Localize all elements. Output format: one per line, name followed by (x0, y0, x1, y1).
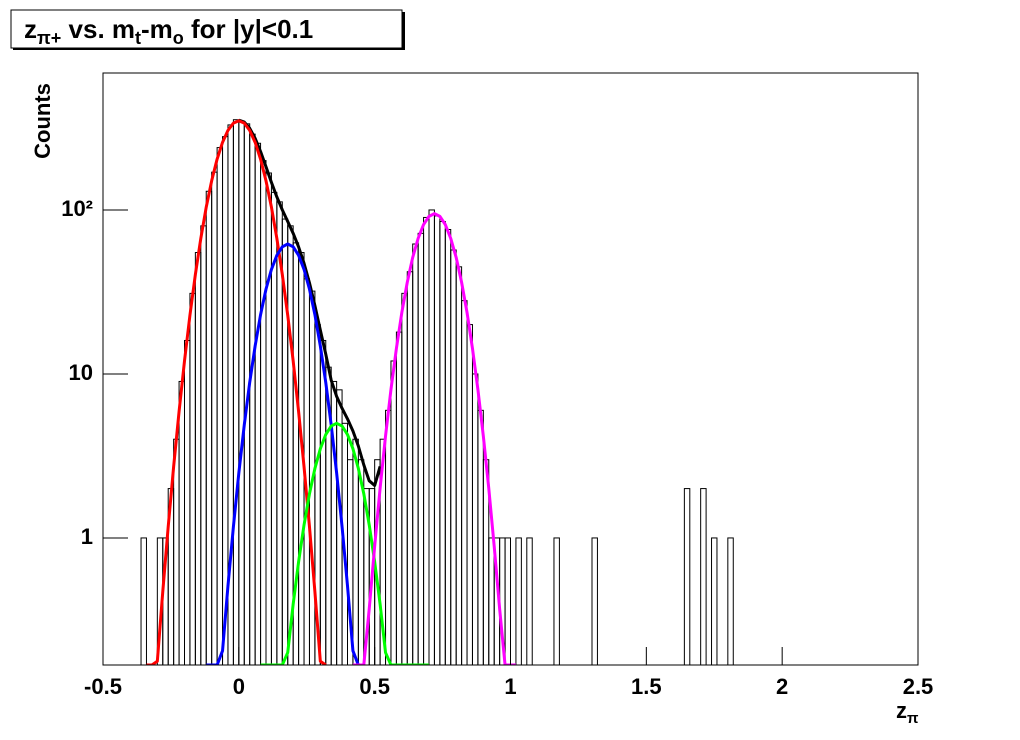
frame (102, 72, 919, 666)
x-tick-label: 0.5 (359, 674, 390, 699)
title-sub: π+ (37, 28, 61, 48)
title-sub: t (135, 28, 141, 48)
fit-curve (146, 119, 327, 665)
x-tick-label: 2 (776, 674, 788, 699)
x-tick-label: -0.5 (84, 674, 122, 699)
x-tick-label: 0 (233, 674, 245, 699)
y-tick-label: 1 (81, 524, 93, 549)
y-axis-label: Counts (30, 83, 55, 159)
title-box (10, 9, 403, 49)
title-part: -m (141, 14, 173, 44)
title-part: for |y|<0.1 (184, 14, 313, 44)
x-tick-label: 2.5 (903, 674, 934, 699)
title-sub: o (173, 28, 184, 48)
fit-curve (260, 421, 429, 665)
fit-curve (238, 118, 382, 487)
x-axis-label: zπ (896, 698, 919, 727)
y-tick-label: 10² (61, 196, 93, 221)
bar (700, 488, 707, 665)
chart-title: zπ+ vs. mt-mo for |y|<0.1 (24, 14, 313, 48)
title-shadow (402, 12, 405, 50)
title-part: vs. m (61, 14, 135, 44)
axes: -0.5 0 0.5 1 1.5 2 2.5 1 10 10² (61, 196, 933, 699)
title-part: z (24, 14, 37, 44)
plot-area (140, 118, 734, 665)
x-tick-label: 1 (504, 674, 516, 699)
x-tick-label: 1.5 (631, 674, 662, 699)
fit-curve (352, 212, 516, 665)
y-tick-label: 10 (69, 360, 93, 385)
x-label-part: z (896, 698, 907, 723)
x-label-sub: π (907, 710, 919, 727)
fit-curve (206, 242, 364, 665)
title-shadow (13, 48, 405, 50)
bar (683, 488, 691, 665)
